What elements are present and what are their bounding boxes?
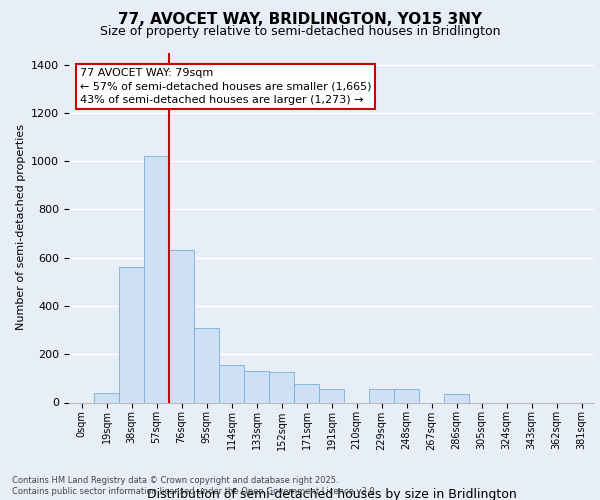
Bar (294, 384, 319, 402)
Text: Contains public sector information licensed under the Open Government Licence v3: Contains public sector information licen… (12, 487, 377, 496)
Text: Size of property relative to semi-detached houses in Bridlington: Size of property relative to semi-detach… (100, 25, 500, 38)
Bar (244, 371, 269, 402)
Bar (169, 250, 194, 402)
Bar (444, 394, 469, 402)
Text: 77, AVOCET WAY, BRIDLINGTON, YO15 3NY: 77, AVOCET WAY, BRIDLINGTON, YO15 3NY (118, 12, 482, 28)
Bar (394, 389, 419, 402)
Bar (319, 389, 344, 402)
X-axis label: Distribution of semi-detached houses by size in Bridlington: Distribution of semi-detached houses by … (146, 488, 517, 500)
Bar (369, 389, 394, 402)
Bar (269, 372, 294, 402)
Text: 77 AVOCET WAY: 79sqm
← 57% of semi-detached houses are smaller (1,665)
43% of se: 77 AVOCET WAY: 79sqm ← 57% of semi-detac… (79, 68, 371, 104)
Bar (94, 393, 119, 402)
Bar (144, 156, 169, 402)
Bar (194, 328, 219, 402)
Bar (119, 268, 144, 402)
Text: Contains HM Land Registry data © Crown copyright and database right 2025.: Contains HM Land Registry data © Crown c… (12, 476, 338, 485)
Y-axis label: Number of semi-detached properties: Number of semi-detached properties (16, 124, 26, 330)
Bar (219, 365, 244, 403)
